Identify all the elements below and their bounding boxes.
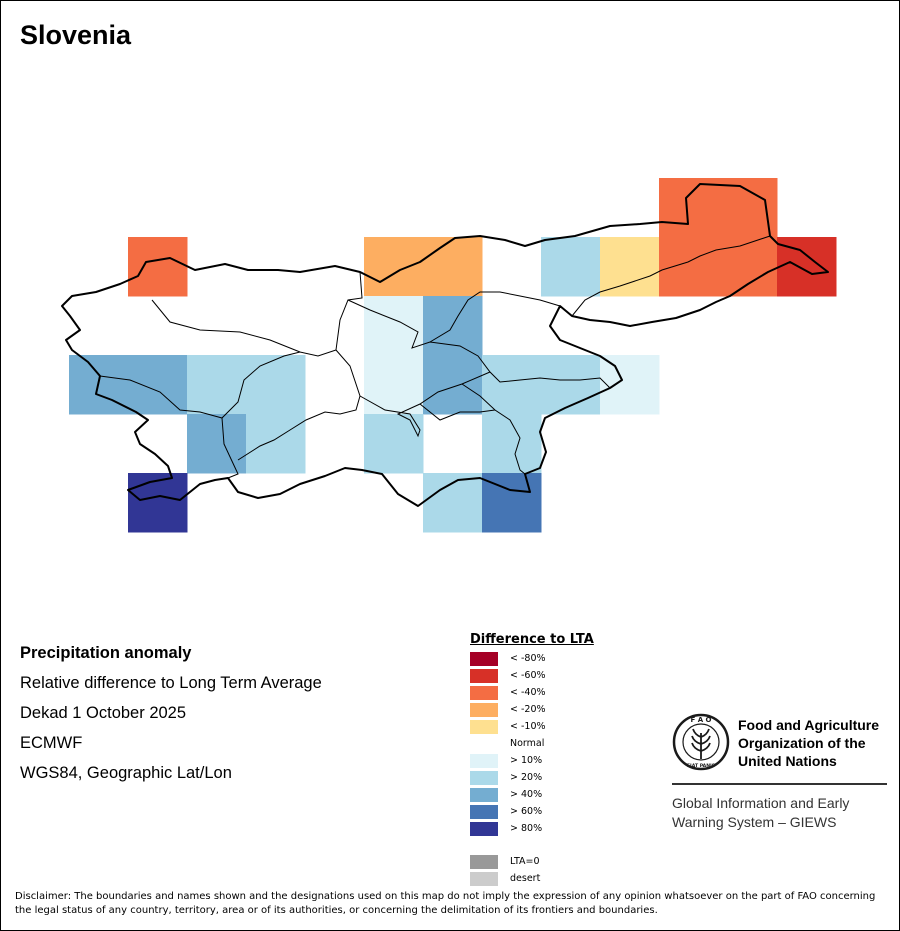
legend-label: > 80% [510, 823, 543, 834]
legend-label: > 10% [510, 755, 543, 766]
anomaly-cell [659, 237, 719, 297]
anomaly-cell [128, 355, 188, 415]
legend-label: LTA=0 [510, 856, 540, 867]
anomaly-cell [128, 473, 188, 533]
legend-dry-item: < -10% [470, 718, 594, 735]
legend-dry-item: < -40% [470, 684, 594, 701]
anomaly-cell [187, 355, 247, 415]
legend-wet-item: > 10% [470, 752, 594, 769]
legend-dry-item: < -20% [470, 701, 594, 718]
info-description: Relative difference to Long Term Average [20, 674, 322, 692]
country-outline [61, 183, 829, 507]
fao-logo-bottom: FIAT PANIS [687, 763, 715, 769]
giews-label: Global Information and Early Warning Sys… [672, 795, 850, 830]
fao-logo-top: F A O [690, 716, 711, 724]
legend-swatch [470, 685, 498, 700]
anomaly-cell [600, 237, 660, 297]
legend-swatch [470, 770, 498, 785]
anomaly-cell [718, 178, 778, 238]
anomaly-cell [482, 355, 542, 415]
legend-label: < -10% [510, 721, 546, 732]
legend-swatch [470, 702, 498, 717]
anomaly-cell [364, 296, 424, 356]
info-heading: Precipitation anomaly [20, 644, 192, 662]
legend-wet-item: > 20% [470, 769, 594, 786]
legend-swatch [470, 871, 498, 886]
legend-label: < -60% [510, 670, 546, 681]
anomaly-cell [246, 414, 306, 474]
fao-divider [672, 783, 887, 785]
legend-swatch [470, 719, 498, 734]
info-period: Dekad 1 October 2025 [20, 704, 187, 722]
anomaly-cell [600, 355, 660, 415]
map-info: Precipitation anomaly Relative differenc… [20, 638, 322, 788]
anomaly-cell [128, 237, 188, 297]
map-title: Slovenia [20, 20, 132, 50]
legend-wet-item: > 60% [470, 803, 594, 820]
info-projection: WGS84, Geographic Lat/Lon [20, 764, 232, 782]
legend: Difference to LTA < -80% < -60% < -40% < -2… [470, 632, 594, 887]
anomaly-cell [659, 178, 719, 238]
legend-dry-item: < -60% [470, 667, 594, 684]
anomaly-cell [718, 237, 778, 297]
anomaly-cell [423, 237, 483, 297]
anomaly-grid [69, 178, 837, 533]
legend-label: < -20% [510, 704, 546, 715]
anomaly-cell [246, 355, 306, 415]
legend-label: > 60% [510, 806, 543, 817]
legend-swatch [470, 651, 498, 666]
legend-swatch [470, 804, 498, 819]
anomaly-cell [187, 414, 247, 474]
anomaly-cell [364, 355, 424, 415]
legend-label: > 40% [510, 789, 543, 800]
legend-extra-item: desert [470, 870, 594, 887]
legend-swatch [470, 854, 498, 869]
legend-extra-classes: LTA=0 desert [470, 853, 594, 887]
disclaimer: Disclaimer: The boundaries and names sho… [15, 891, 876, 916]
anomaly-cell [423, 355, 483, 415]
legend-label: desert [510, 873, 541, 884]
anomaly-cell [364, 414, 424, 474]
anomaly-cell [364, 237, 424, 297]
legend-swatch [470, 668, 498, 683]
legend-wet-classes: > 10% > 20% > 40% > 60% > 80% [470, 752, 594, 837]
anomaly-cell [541, 237, 601, 297]
legend-extra-item: LTA=0 [470, 853, 594, 870]
legend-normal-label: Normal [510, 738, 545, 749]
legend-swatch [470, 787, 498, 802]
fao-name: Food and Agriculture Organization of the… [738, 717, 880, 769]
region-boundaries [99, 235, 771, 479]
legend-label: < -40% [510, 687, 546, 698]
legend-label: < -80% [510, 653, 546, 664]
legend-swatch [470, 753, 498, 768]
map-canvas [61, 178, 837, 533]
legend-wet-item: > 40% [470, 786, 594, 803]
fao-logo: F A O FIAT PANIS [672, 713, 730, 771]
legend-dry-item: < -80% [470, 650, 594, 667]
legend-wet-item: > 80% [470, 820, 594, 837]
info-source: ECMWF [20, 734, 83, 752]
legend-dry-classes: < -80% < -60% < -40% < -20% < -10% [470, 650, 594, 735]
legend-swatch [470, 821, 498, 836]
legend-label: > 20% [510, 772, 543, 783]
legend-title: Difference to LTA [470, 632, 594, 647]
